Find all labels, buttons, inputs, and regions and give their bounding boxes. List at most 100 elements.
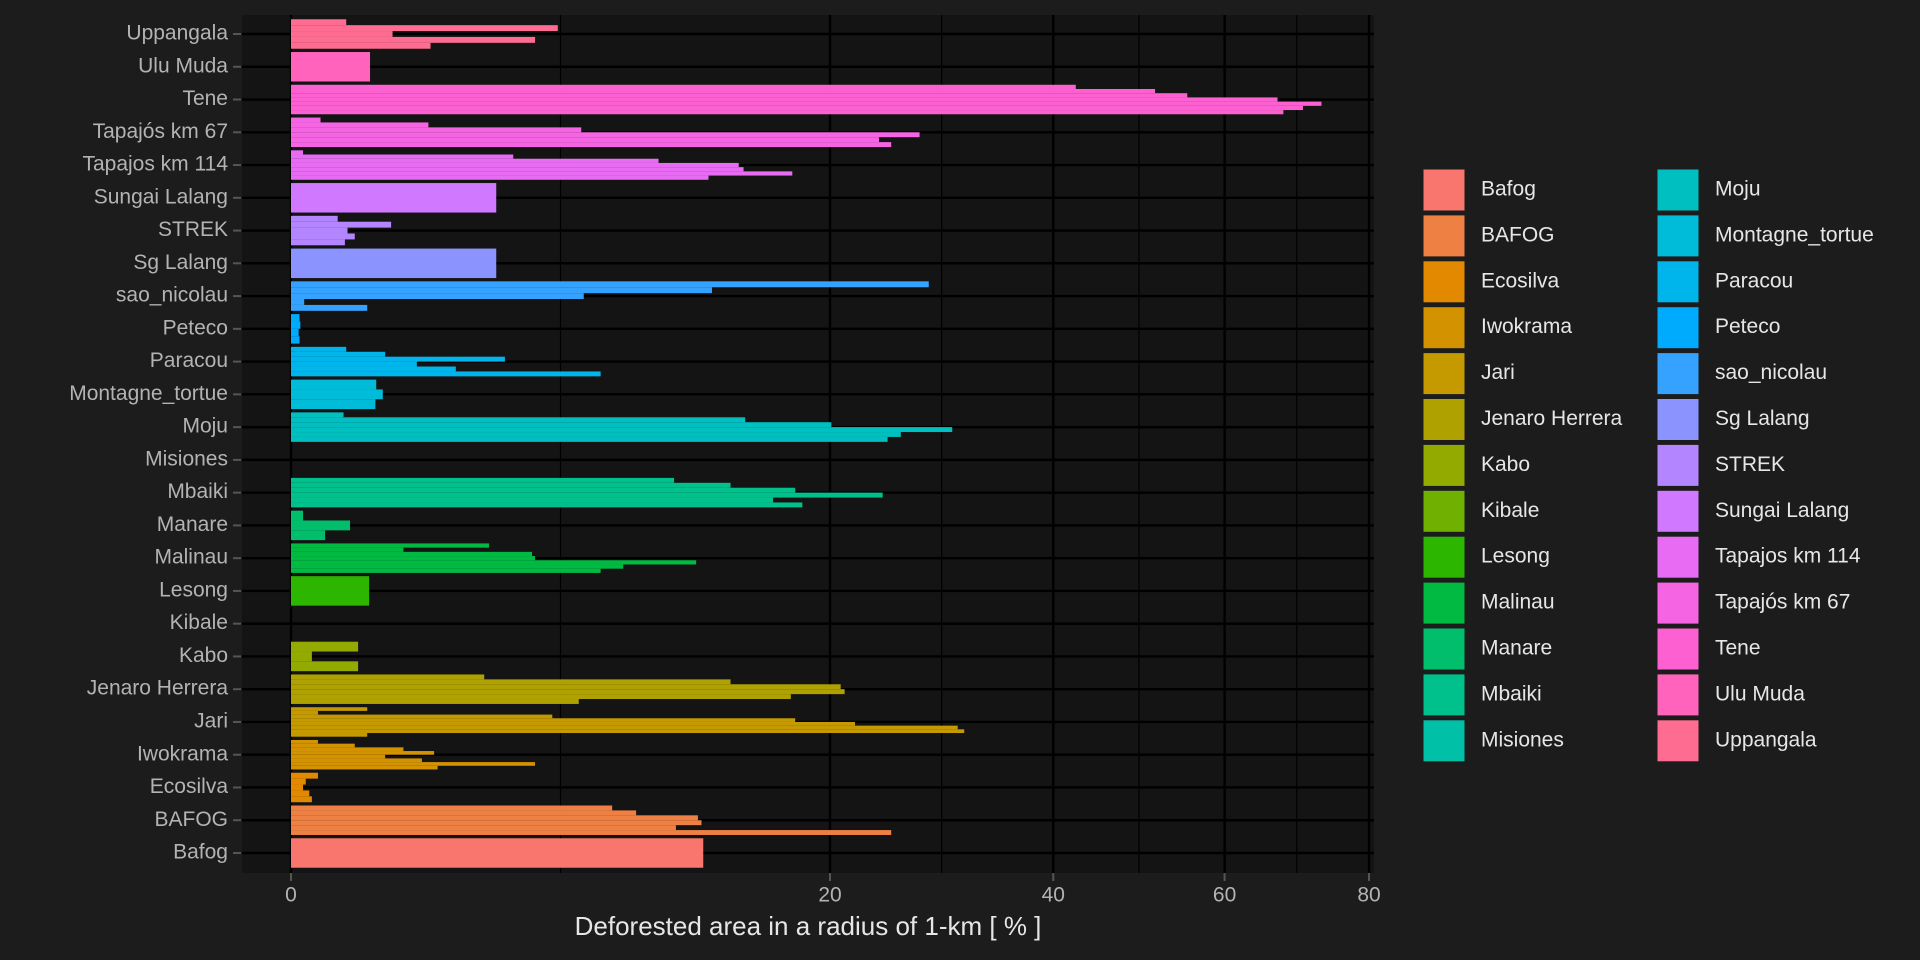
bar [291,733,368,737]
bar [291,328,299,337]
bar [291,287,712,294]
legend-swatch [1422,306,1466,350]
bar [291,158,659,163]
y-tick-label: sao_nicolau [116,284,228,307]
bar [291,31,393,37]
bar [291,825,676,831]
legend-swatch [1422,535,1466,579]
bar [291,351,386,357]
bar [291,42,431,49]
y-tick-label: Malinau [154,546,228,569]
bar [291,497,774,503]
legend-swatch [1422,260,1466,304]
bar [291,815,698,821]
bar [291,336,300,344]
bar [291,790,310,797]
bar [291,93,1188,98]
bar [291,281,929,288]
legend-swatch [1656,581,1700,625]
legend-swatch [1656,214,1700,258]
bar [291,132,920,138]
bar [291,175,709,180]
bar [291,747,404,752]
bar [291,412,344,418]
y-tick-label: Uppangala [126,22,228,45]
y-tick-label: Paracou [150,349,228,372]
legend-label: Sg Lalang [1715,407,1810,430]
bar [291,366,456,372]
bar [291,371,601,377]
legend-swatch [1422,581,1466,625]
bar [291,227,348,234]
bar [291,299,305,305]
bar [291,679,731,685]
y-tick-label: Ecosilva [150,775,229,798]
bar [291,551,533,557]
y-tick-label: Sg Lalang [133,251,228,274]
y-tick-label: Jenaro Herrera [87,677,229,700]
legend-swatch [1656,260,1700,304]
bar [291,564,624,569]
y-tick-label: Bafog [173,841,228,864]
bar [291,684,841,690]
bar [291,560,697,565]
legend-label: Manare [1481,637,1552,660]
legend-label: Ecosilva [1481,269,1560,292]
bar [291,117,321,123]
bar [291,346,347,352]
y-tick-label: STREK [158,218,228,241]
legend-label: Mbaiki [1481,682,1542,705]
bar [291,105,1303,111]
bar [291,743,355,748]
legend-swatch [1422,627,1466,671]
bar [291,689,845,695]
bar [291,754,386,759]
legend-label: BAFOG [1481,223,1555,246]
bar [291,97,1278,102]
legend-swatch [1656,535,1700,579]
bar [291,52,371,82]
bar [291,150,304,155]
bar [291,641,359,652]
legend-label: Tapajós km 67 [1715,591,1850,614]
bar [291,477,675,483]
bar [291,304,368,311]
y-tick-label: Manare [157,513,228,536]
bar [291,88,1156,94]
bar [291,699,579,704]
bar [291,729,965,734]
legend-label: Bafog [1481,178,1536,201]
bar [291,765,438,770]
bar [291,772,318,779]
bar [291,820,702,826]
legend-swatch [1422,673,1466,717]
legend-label: Misiones [1481,728,1564,751]
legend-swatch [1656,398,1700,441]
bar [291,778,306,785]
legend-swatch [1422,489,1466,533]
legend-label: Ulu Muda [1715,682,1805,705]
bar [291,556,536,561]
legend-label: Kibale [1481,499,1539,522]
bar [291,482,731,488]
bar [291,432,901,437]
x-tick-label: 20 [818,884,841,907]
bar [291,215,338,222]
legend-swatch [1656,489,1700,533]
bar [291,154,514,159]
legend-swatch [1422,352,1466,396]
bar [291,356,505,362]
bar [291,530,326,541]
y-tick-label: Peteco [163,316,228,339]
legend-label: sao_nicolau [1715,361,1827,384]
bar [291,379,377,390]
y-tick-label: Kibale [170,611,228,634]
bar [291,661,359,672]
legend-label: Malinau [1481,591,1555,614]
bar [291,221,392,228]
bar [291,492,883,498]
legend-swatch [1656,168,1700,212]
bar [291,796,312,803]
bar [291,718,796,722]
